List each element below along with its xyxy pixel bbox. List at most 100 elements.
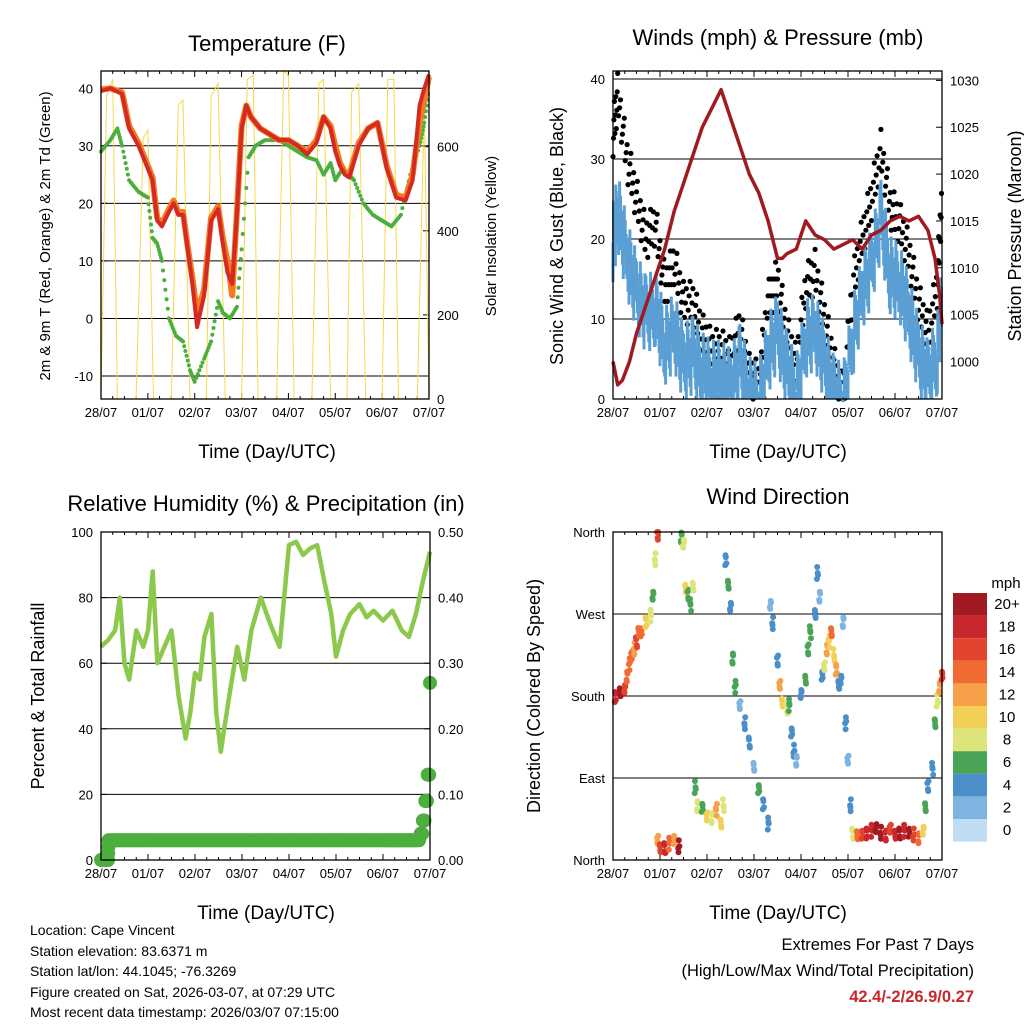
colorbar-label: 2 [1003,799,1011,816]
wind-gust-point [819,280,825,286]
wind-gust-point [802,278,808,284]
direction-point [729,658,736,665]
dewpoint-point [120,143,125,148]
dewpoint-point [159,258,164,263]
dewpoint-point [199,364,203,369]
wind-gust-point [821,311,827,317]
wind-gust-point [651,243,658,249]
dewpoint-point [241,216,246,221]
dewpoint-point [149,229,154,234]
wind-gust-point [874,153,880,159]
wind-gust-point [930,282,937,288]
direction-point [785,708,792,715]
temp-xtick-label: 01/07 [132,405,165,420]
direction-point [755,782,762,789]
wind-gust-point [694,291,700,297]
wind-gust-point [677,270,683,276]
wind-gust-point [932,294,939,300]
dir-ytick-label: North [573,853,605,868]
humidity-title: Relative Humidity (%) & Precipitation (i… [67,491,464,516]
temp-ytick-label: 10 [79,254,93,269]
direction-point [838,672,845,679]
wind-gust-point [914,276,920,282]
wind-gust-point [818,290,824,296]
direction-point [699,800,706,807]
humidity-ylabel-left: Percent & Total Rainfall [28,603,48,790]
wind-gust-point [880,159,886,165]
rh-line [99,539,433,755]
rh-ytick-label: 80 [79,591,93,606]
wind-gust-point [899,241,905,247]
direction-point [767,597,774,604]
direction-point [887,821,894,828]
temperature-ylabel-right: Solar Insolation (Yellow) [483,156,500,316]
direction-point [682,581,689,588]
temp-ytick-label-right: 0 [437,392,444,407]
wind-gust-point [680,278,687,284]
wind-gust-point [786,317,792,323]
colorbar-swatch [953,773,987,797]
dewpoint-point [238,257,243,261]
wind-gust-point [723,338,729,344]
direction-point [746,742,753,749]
wind-gust-point [680,289,686,295]
wind-gust-point [923,318,929,324]
colorbar-label: 10 [999,709,1016,726]
wind-gust-point [773,259,779,265]
direction-point [823,649,830,656]
dewpoint-point [200,360,205,365]
temperature-ylabel-left: 2m & 9m T (Red, Orange) & 2m Td (Green) [37,91,54,380]
dewpoint-point [182,344,187,349]
dewpoint-point [398,212,403,217]
direction-point [791,747,798,754]
wind-gust-point [615,70,621,76]
direction-point [687,599,694,606]
wind-gust-point [883,174,890,180]
wind-gust-point [689,300,695,306]
direction-point [845,752,852,759]
direction-point [811,607,818,613]
temp-ytick-label: 20 [79,196,93,211]
wind-gust-point [799,294,805,300]
winds-ytick-label: 20 [591,232,605,247]
dir-xtick-label: 01/07 [644,866,677,881]
colorbar-label: 0 [1003,822,1011,839]
colorbar-label: 6 [1003,754,1011,771]
wind-gust-point [746,350,752,356]
wind-gust-point [870,179,877,185]
direction-point [750,759,757,766]
direction-point [616,685,623,692]
direction-point [901,825,908,832]
winds-xtick-label: 03/07 [738,405,771,420]
direction-point [789,731,796,738]
colorbar-swatch [953,683,987,706]
direction-xlabel: Time (Day/UTC) [709,903,847,924]
temp-xtick-label: 02/07 [178,405,211,420]
wind-gust-point [782,306,788,312]
wind-gust-point [736,313,742,319]
wind-gust-point [814,278,820,284]
temp-9m-line [100,76,432,316]
wind-gust-point [630,180,636,186]
rh-ytick-label-right: 0.40 [438,591,463,606]
direction-point [756,788,763,795]
dir-ytick-label: East [579,771,605,786]
winds-ytick-label: 40 [591,72,605,87]
wind-gust-point [821,302,828,308]
direction-point [777,677,784,684]
dewpoint-point [210,332,215,337]
direction-point [647,610,654,617]
colorbar-swatch [953,751,987,774]
wind-gust-point [903,235,909,241]
temp-xtick-label: 04/07 [272,405,305,420]
temperature-xlabel: Time (Day/UTC) [198,442,336,463]
dir-ytick-label: West [576,607,606,622]
wind-gust-point [789,334,795,340]
direction-point [769,626,776,633]
dewpoint-point [400,206,405,211]
direction-point [843,718,850,725]
direction-point [654,534,661,541]
direction-point [713,812,720,819]
dewpoint-point [149,222,153,227]
temp-ytick-label-right: 400 [437,224,459,239]
